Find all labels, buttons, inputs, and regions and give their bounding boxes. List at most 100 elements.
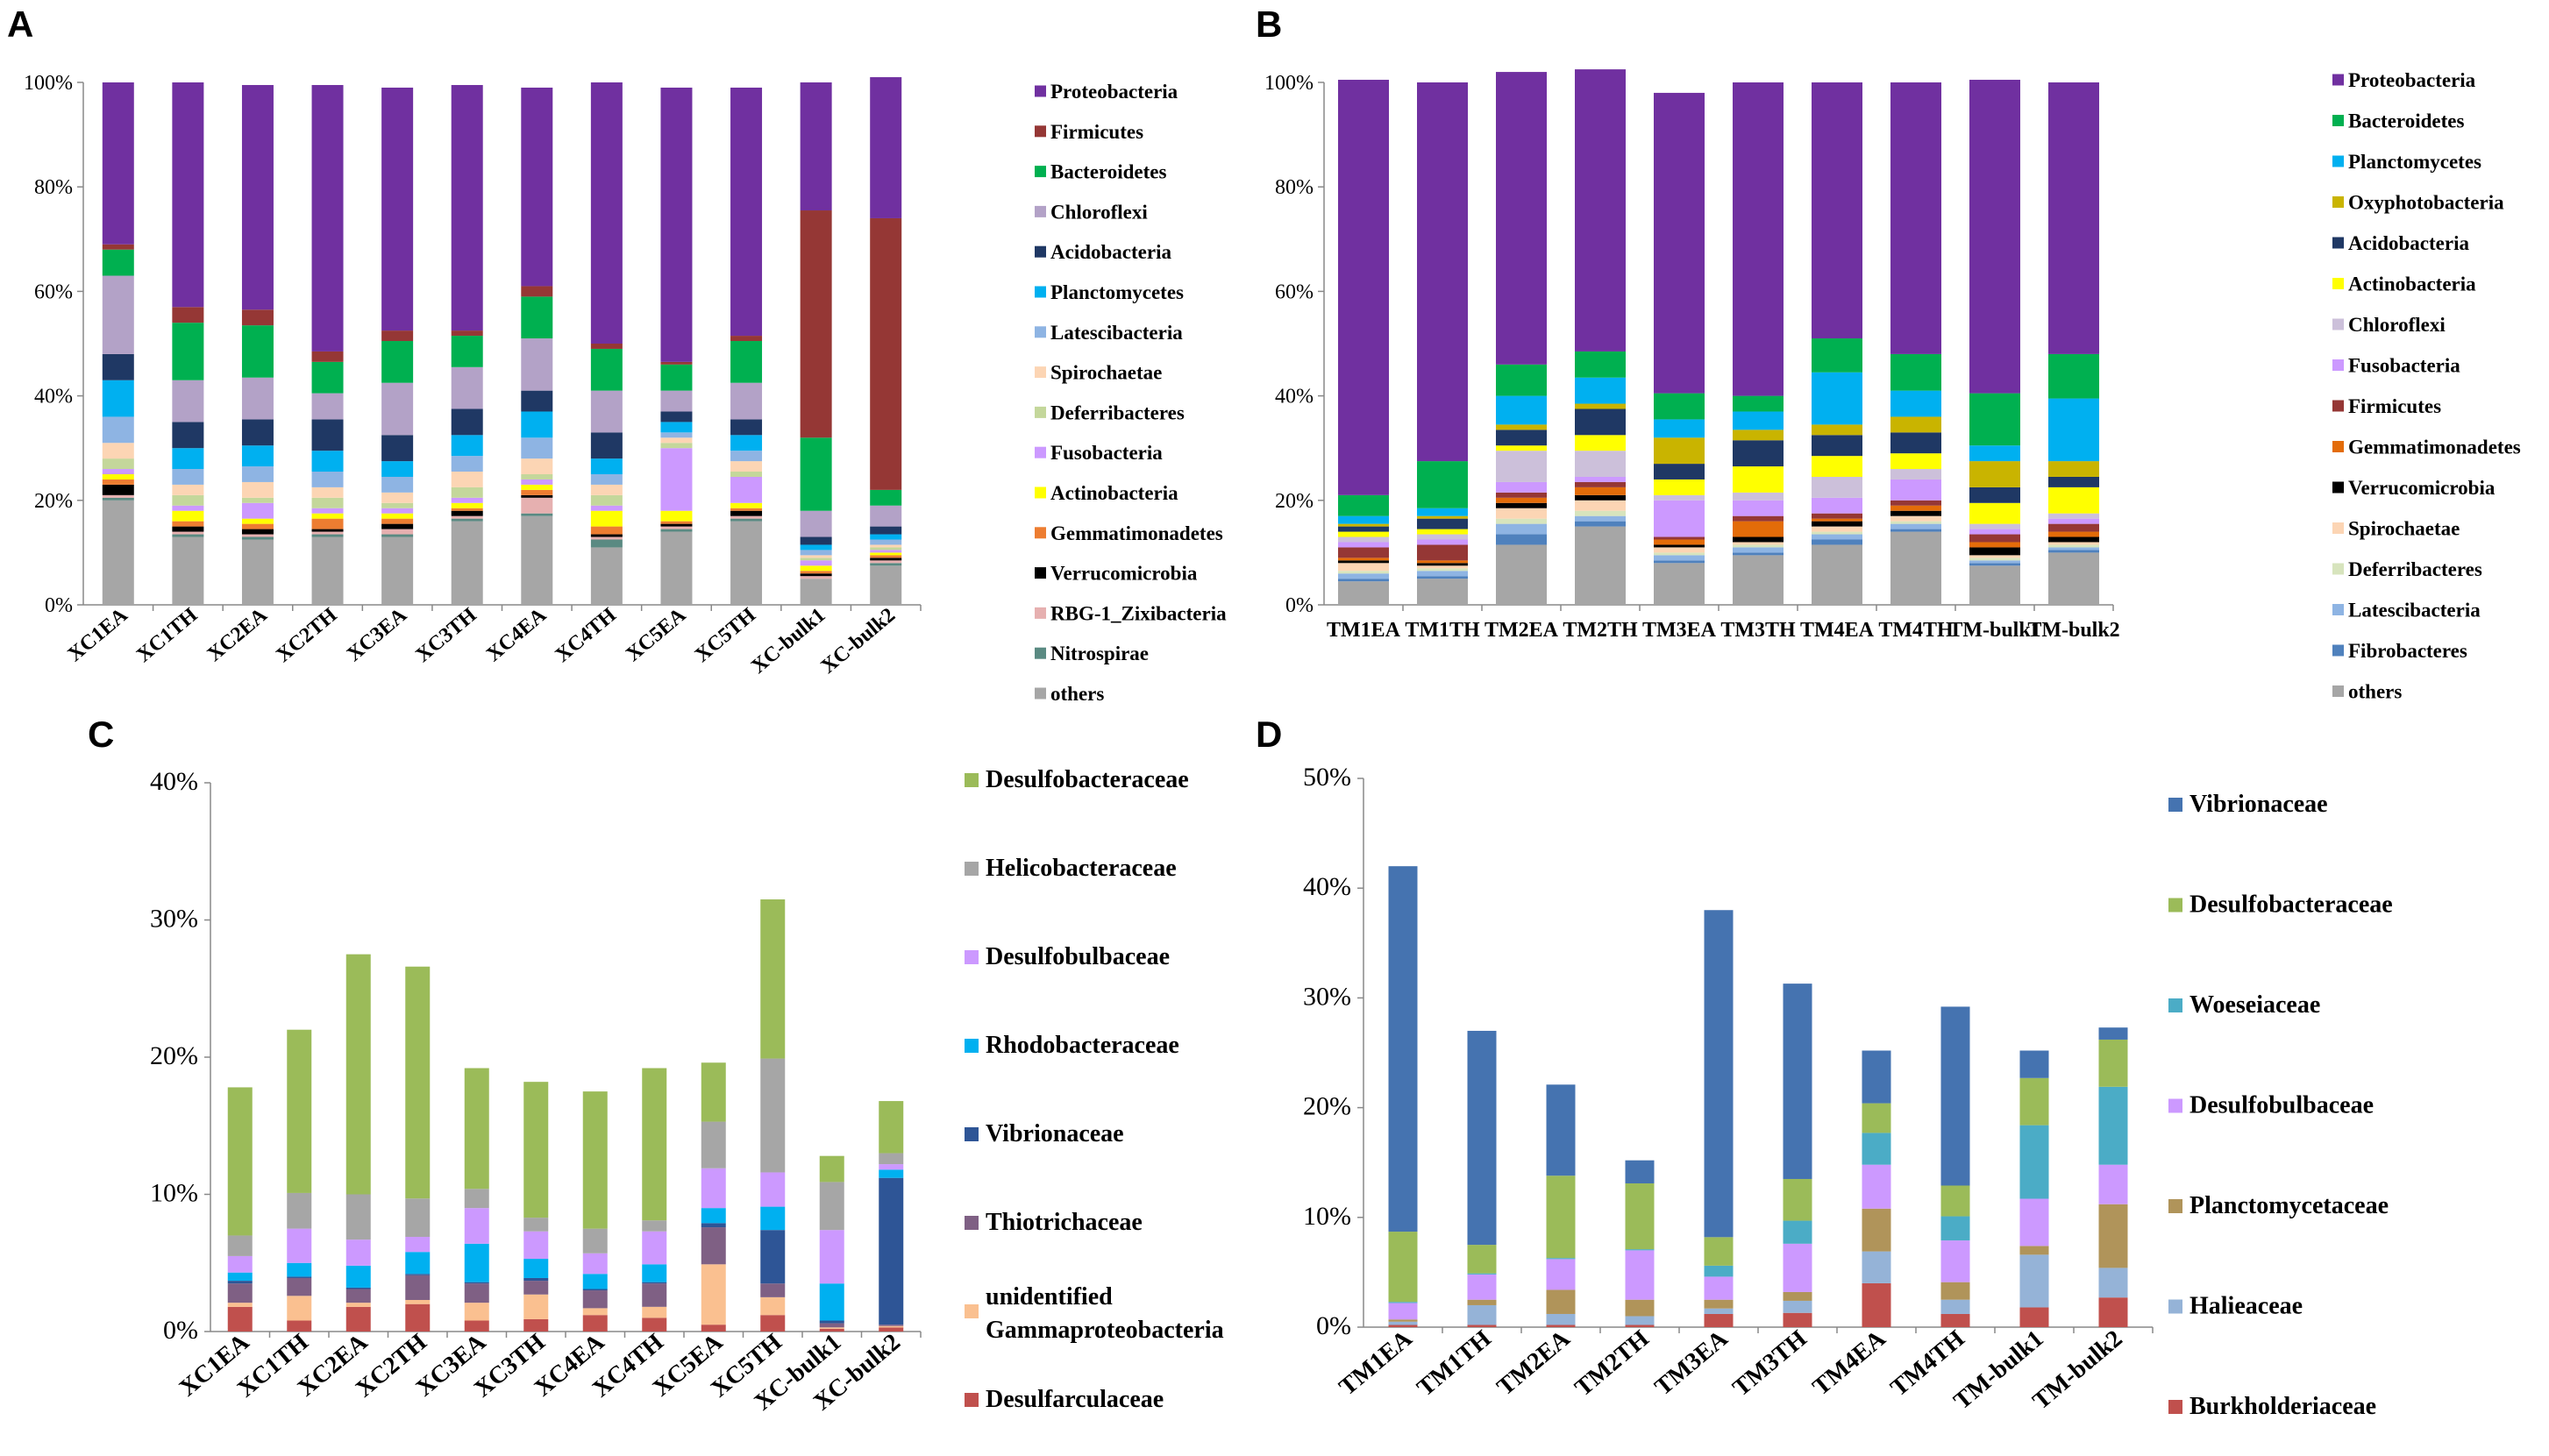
legend-swatch	[2168, 1199, 2182, 1213]
bar-segment-firmicutes	[1496, 492, 1547, 498]
bar-segment-planctomycetes	[1890, 390, 1941, 417]
bar-segment-firmicutes	[660, 361, 693, 365]
legend-swatch	[1035, 166, 1046, 178]
legend-label: Vibrionaceae	[2189, 791, 2328, 818]
bar-segment-deferribacteres	[1417, 568, 1468, 572]
bar-segment-proteobacteria	[1417, 82, 1468, 462]
bar-segment-deferribacteres	[1575, 510, 1626, 516]
bar-segment-deferribacteres	[311, 497, 344, 508]
bar-segment-verrucomicrobia	[381, 523, 414, 529]
bar-segment-firmicutes	[1812, 513, 1862, 519]
x-category-label: TM1EA	[1327, 619, 1401, 642]
bar-segment-bacteroidetes	[1890, 353, 1941, 391]
bar-segment-unidentified-gammaproteobacteria	[760, 1296, 786, 1316]
bar-segment-firmicutes	[1969, 534, 2020, 543]
x-category-label: XC1EA	[64, 603, 133, 666]
bar-segment-woeseiaceae	[1388, 1302, 1418, 1303]
bar-segment-gemmatimonadetes	[800, 571, 832, 574]
bar-segment-latescibacteria	[1496, 523, 1547, 535]
x-category-label: XC4EA	[482, 603, 552, 666]
bar-segment-latescibacteria	[381, 476, 414, 493]
bar-segment-gemmatimonadetes	[241, 523, 274, 529]
panel-letter: C	[88, 714, 114, 755]
bar-segment-verrucomicrobia	[2048, 536, 2099, 543]
bar-segment-verrucomicrobia	[241, 529, 274, 535]
bar-segment-desulfarculaceae	[405, 1303, 431, 1332]
legend-swatch	[1035, 85, 1046, 97]
x-category-label: TM-bulk2	[2027, 619, 2119, 642]
bar-segment-desulfobacteraceae	[345, 954, 371, 1195]
bar-segment-firmicutes	[102, 244, 134, 250]
bar-segment-halieaceae	[1388, 1321, 1418, 1325]
bar-segment-helicobacteraceae	[819, 1182, 844, 1231]
bar-segment-oxyphotobacteria	[1338, 523, 1389, 527]
bar-segment-vibrionaceae	[1940, 1006, 1970, 1186]
legend-swatch	[2332, 359, 2344, 371]
bar-segment-thiotrichaceae	[879, 1325, 904, 1326]
bar-segment-rbg-1-zixibacteria	[172, 531, 204, 535]
bar-segment-verrucomicrobia	[660, 523, 693, 527]
bar-segment-acidobacteria	[730, 419, 763, 436]
bar-segment-acidobacteria	[1417, 518, 1468, 529]
bar-segment-bacteroidetes	[451, 336, 483, 367]
bar-segment-gemmatimonadetes	[1496, 497, 1547, 503]
legend-swatch	[2332, 563, 2344, 575]
bar-segment-planctomycetes	[1969, 445, 2020, 462]
bar-segment-spirochaetae	[2048, 542, 2099, 545]
bar-segment-chloroflexi	[870, 505, 902, 527]
bar-segment-desulfarculaceae	[642, 1318, 667, 1332]
bar-segment-planctomycetaceae	[1940, 1282, 1970, 1300]
bar-segment-rhodobacteraceae	[582, 1274, 608, 1289]
bar-segment-halieaceae	[2098, 1268, 2128, 1298]
bar-segment-desulfarculaceae	[227, 1306, 253, 1332]
bar-segment-latescibacteria	[1417, 571, 1468, 577]
bar-segment-thiotrichaceae	[642, 1283, 667, 1307]
legend-swatch	[965, 862, 979, 876]
bar-segment-planctomycetes	[172, 448, 204, 470]
legend-swatch	[2168, 798, 2182, 812]
legend-label: Desulfobacteraceae	[2189, 891, 2393, 919]
bar-segment-proteobacteria	[1575, 69, 1626, 352]
legend-label: Acidobacteria	[1050, 241, 1171, 263]
bar-segment-desulfobacteraceae	[1940, 1185, 1970, 1217]
bar-segment-acidobacteria	[1338, 526, 1389, 532]
bar-segment-desulfobacteraceae	[1546, 1175, 1576, 1259]
bar-segment-fusobacteria	[1654, 500, 1705, 537]
legend-label: Spirochaetae	[1050, 362, 1162, 384]
bar-segment-latescibacteria	[172, 469, 204, 485]
bar-segment-desulfobacteraceae	[1625, 1183, 1655, 1250]
bar-segment-chloroflexi	[311, 393, 344, 420]
bar-segment-desulfobulbaceae	[1467, 1274, 1497, 1300]
bar-segment-deferribacteres	[590, 494, 623, 506]
bar-segment-actinobacteria	[1338, 531, 1389, 537]
bar-segment-gemmatimonadetes	[660, 521, 693, 524]
x-category-label: TM3TH	[1727, 1325, 1812, 1402]
bar-segment-deferribacteres	[451, 487, 483, 498]
panel-letter: D	[1256, 714, 1282, 755]
bar-segment-desulfobulbaceae	[2019, 1198, 2049, 1246]
bar-segment-gemmatimonadetes	[1654, 539, 1705, 545]
bar-segment-actinobacteria	[1654, 479, 1705, 495]
legend-label: Actinobacteria	[2348, 273, 2476, 295]
bar-segment-spirochaetae	[451, 472, 483, 487]
bar-segment-rbg-1-zixibacteria	[451, 515, 483, 519]
legend-label: unidentified Gammaproteobacteria	[986, 1283, 1224, 1344]
bar-segment-unidentified-gammaproteobacteria	[523, 1294, 549, 1319]
bar-segment-nitrospirae	[311, 534, 344, 537]
bar-segment-vibrionaceae	[1783, 984, 1812, 1179]
bar-segment-chloroflexi	[102, 275, 134, 354]
bar-segment-burkholderiaceae	[1704, 1313, 1734, 1327]
bar-segment-fusobacteria	[660, 448, 693, 511]
y-tick-label: 0%	[163, 1316, 198, 1345]
legend-swatch	[2332, 441, 2344, 452]
bar-segment-thiotrichaceae	[701, 1227, 726, 1265]
bar-segment-halieaceae	[1940, 1299, 1970, 1314]
bar-segment-actinobacteria	[2048, 487, 2099, 514]
bar-segment-bacteroidetes	[1338, 494, 1389, 516]
bar-segment-spirochaetae	[1575, 500, 1626, 511]
x-category-label: XC-bulk1	[747, 604, 829, 678]
bar-segment-spirochaetae	[1654, 547, 1705, 553]
bar-segment-vibrionaceae	[287, 1276, 312, 1278]
bar-segment-desulfobulbaceae	[345, 1239, 371, 1266]
bar-segment-actinobacteria	[102, 474, 134, 479]
